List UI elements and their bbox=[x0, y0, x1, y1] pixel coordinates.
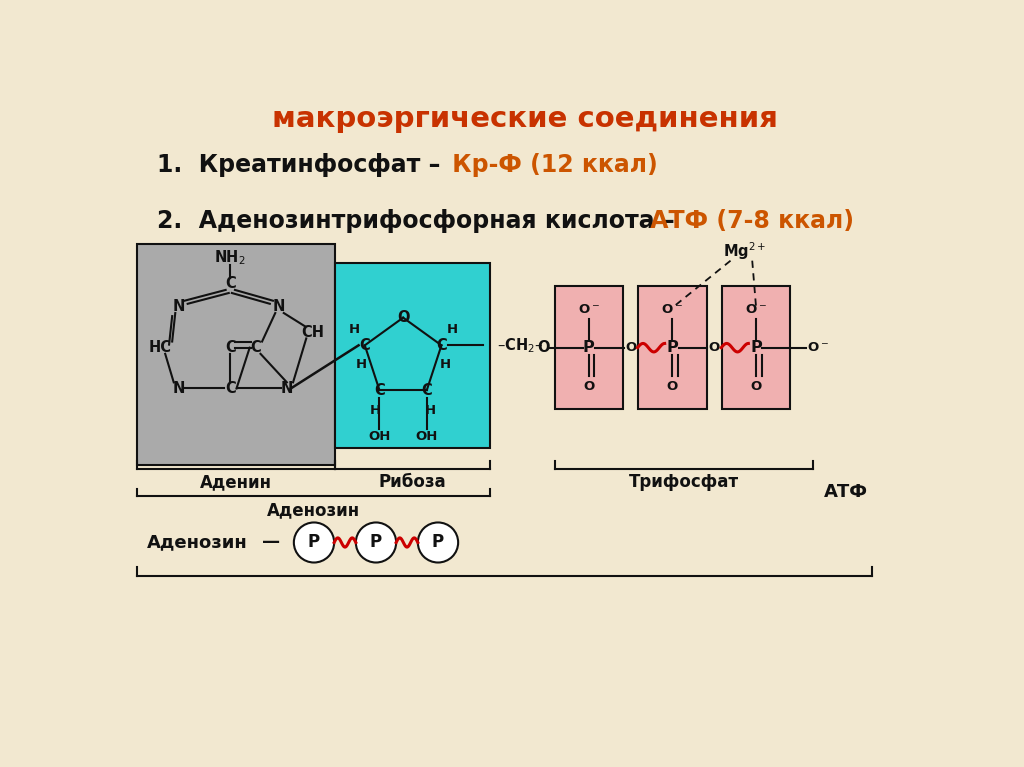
Bar bbox=[638, 286, 707, 410]
Text: CH: CH bbox=[301, 324, 324, 340]
Text: C: C bbox=[225, 341, 236, 355]
Text: H: H bbox=[425, 403, 436, 416]
Text: Рибоза: Рибоза bbox=[379, 473, 446, 492]
Text: Кр-Ф (12 ккал): Кр-Ф (12 ккал) bbox=[444, 153, 658, 177]
Text: N: N bbox=[172, 299, 184, 314]
Text: O$^-$: O$^-$ bbox=[578, 303, 600, 316]
Text: N: N bbox=[273, 299, 286, 314]
Text: P: P bbox=[583, 341, 595, 355]
Text: P: P bbox=[667, 341, 678, 355]
Text: H: H bbox=[348, 324, 359, 337]
Text: O: O bbox=[583, 380, 594, 393]
Text: H: H bbox=[355, 358, 367, 371]
Text: O: O bbox=[625, 341, 636, 354]
Text: O$^-$: O$^-$ bbox=[745, 303, 767, 316]
Circle shape bbox=[418, 522, 458, 562]
Text: макроэргические соединения: макроэргические соединения bbox=[271, 105, 778, 133]
Text: P: P bbox=[432, 534, 444, 551]
Text: O: O bbox=[709, 341, 720, 354]
Text: P: P bbox=[370, 534, 382, 551]
Text: O: O bbox=[397, 310, 410, 325]
Text: O: O bbox=[667, 380, 678, 393]
Text: O$^-$: O$^-$ bbox=[662, 303, 683, 316]
Text: H: H bbox=[439, 358, 451, 371]
Text: АТФ: АТФ bbox=[824, 483, 868, 502]
Text: OH: OH bbox=[369, 430, 390, 443]
Text: –CH$_2$–: –CH$_2$– bbox=[498, 336, 544, 354]
Text: N: N bbox=[172, 381, 184, 396]
Text: 1.  Креатинфосфат –: 1. Креатинфосфат – bbox=[158, 153, 440, 177]
Text: C: C bbox=[225, 381, 236, 396]
Text: C: C bbox=[422, 383, 432, 397]
Text: N: N bbox=[281, 381, 293, 396]
Text: Mg$^{2+}$: Mg$^{2+}$ bbox=[723, 241, 766, 262]
Text: O: O bbox=[751, 380, 762, 393]
Text: P: P bbox=[751, 341, 762, 355]
Text: Аденин: Аденин bbox=[200, 473, 272, 492]
Text: C: C bbox=[251, 341, 261, 355]
Text: OH: OH bbox=[416, 430, 438, 443]
Text: C: C bbox=[225, 276, 236, 291]
Text: C: C bbox=[436, 337, 446, 353]
Text: H: H bbox=[446, 324, 458, 337]
Text: Аденозин: Аденозин bbox=[267, 501, 360, 519]
Text: O: O bbox=[538, 341, 550, 355]
Text: 2.  Аденозинтрифосфорная кислота –: 2. Аденозинтрифосфорная кислота – bbox=[158, 209, 675, 232]
Bar bbox=[137, 244, 335, 466]
Bar bbox=[722, 286, 791, 410]
Text: Трифосфат: Трифосфат bbox=[629, 473, 739, 492]
Text: C: C bbox=[359, 337, 370, 353]
Text: H: H bbox=[370, 403, 381, 416]
Text: —: — bbox=[262, 534, 281, 551]
Text: C: C bbox=[374, 383, 385, 397]
Bar bbox=[555, 286, 623, 410]
Text: Аденозин: Аденозин bbox=[147, 534, 248, 551]
Text: P: P bbox=[308, 534, 321, 551]
Circle shape bbox=[294, 522, 334, 562]
Text: O$^-$: O$^-$ bbox=[807, 341, 829, 354]
Text: NH$_2$: NH$_2$ bbox=[214, 249, 246, 267]
Text: HC: HC bbox=[150, 341, 172, 355]
Circle shape bbox=[356, 522, 396, 562]
Bar bbox=[335, 263, 489, 448]
Text: АТФ (7-8 ккал): АТФ (7-8 ккал) bbox=[642, 209, 854, 232]
